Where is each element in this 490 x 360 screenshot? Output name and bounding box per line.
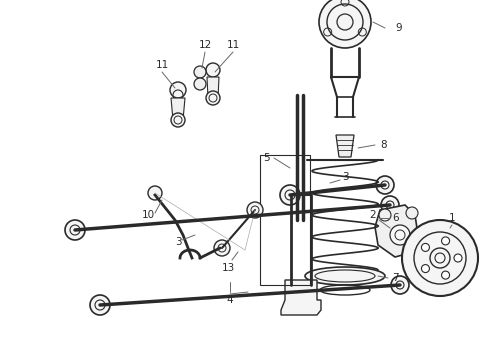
Text: 4: 4 <box>227 295 233 305</box>
Polygon shape <box>207 77 219 98</box>
Text: 1: 1 <box>449 213 455 223</box>
Text: 6: 6 <box>392 213 399 223</box>
Text: 5: 5 <box>264 153 270 163</box>
Circle shape <box>441 237 449 245</box>
Circle shape <box>171 113 185 127</box>
Text: 3: 3 <box>175 237 182 247</box>
Circle shape <box>319 0 371 48</box>
Text: 13: 13 <box>221 263 235 273</box>
Polygon shape <box>336 135 354 157</box>
Ellipse shape <box>305 267 385 285</box>
Circle shape <box>421 265 429 273</box>
Text: 8: 8 <box>380 140 387 150</box>
Circle shape <box>376 176 394 194</box>
Polygon shape <box>171 98 185 120</box>
Circle shape <box>65 220 85 240</box>
Circle shape <box>441 271 449 279</box>
Circle shape <box>90 295 110 315</box>
Circle shape <box>409 239 421 251</box>
Circle shape <box>454 254 462 262</box>
Text: 10: 10 <box>142 210 154 220</box>
Circle shape <box>247 202 263 218</box>
Text: 9: 9 <box>395 23 402 33</box>
Circle shape <box>280 185 300 205</box>
Circle shape <box>391 276 409 294</box>
Circle shape <box>379 209 391 221</box>
Text: 11: 11 <box>226 40 240 50</box>
Circle shape <box>206 63 220 77</box>
Circle shape <box>170 82 186 98</box>
Circle shape <box>406 207 418 219</box>
Circle shape <box>148 186 162 200</box>
Circle shape <box>421 243 429 251</box>
Circle shape <box>194 66 206 78</box>
Text: 7: 7 <box>392 273 399 283</box>
Circle shape <box>381 196 399 214</box>
Circle shape <box>206 91 220 105</box>
Polygon shape <box>375 205 418 257</box>
Text: 11: 11 <box>155 60 169 70</box>
Text: 12: 12 <box>198 40 212 50</box>
Circle shape <box>194 78 206 90</box>
Circle shape <box>390 225 410 245</box>
Polygon shape <box>281 280 321 315</box>
Text: 2: 2 <box>369 210 376 220</box>
Circle shape <box>402 220 478 296</box>
Circle shape <box>214 240 230 256</box>
Text: 3: 3 <box>342 172 348 182</box>
